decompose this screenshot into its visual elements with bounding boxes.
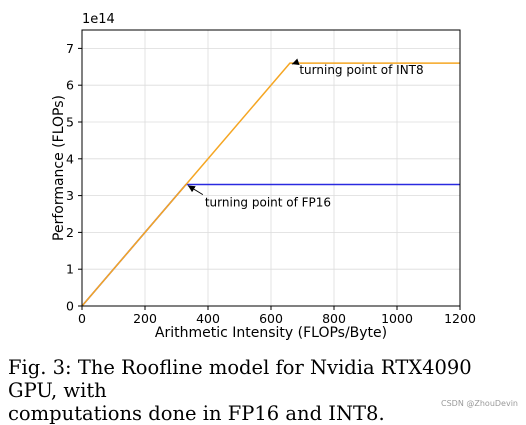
axis-ticks: 0 200 400 600 800 1000 1200 0 1 2 3 4 5 6 7 [66, 41, 476, 326]
y-tick-label: 7 [66, 41, 74, 56]
caption-line-1: Fig. 3: The Roofline model for Nvidia RT… [8, 356, 472, 402]
series-lines [81, 62, 460, 307]
x-tick-label: 800 [322, 311, 346, 326]
x-tick-label: 400 [196, 311, 220, 326]
x-tick-label: 1000 [381, 311, 413, 326]
y-offset-label: 1e14 [82, 12, 115, 27]
x-tick-label: 1200 [444, 311, 476, 326]
annotation-text: turning point of FP16 [205, 196, 331, 210]
y-tick-label: 2 [66, 225, 74, 240]
y-tick-label: 4 [66, 151, 74, 166]
x-tick-label: 600 [259, 311, 283, 326]
y-tick-label: 6 [66, 78, 74, 93]
annotation-arrow [187, 185, 204, 196]
annotation-arrow [291, 58, 300, 66]
x-tick-label: 0 [78, 311, 86, 326]
series-line-2 [81, 62, 460, 307]
x-axis-label: Arithmetic Intensity (FLOPs/Byte) [155, 325, 387, 341]
y-tick-label: 0 [66, 299, 74, 314]
x-tick-label: 200 [133, 311, 157, 326]
y-axis-label: Performance (FLOPs) [51, 95, 67, 241]
y-tick-label: 1 [66, 262, 74, 277]
y-tick-label: 5 [66, 115, 74, 130]
annotation-text: turning point of INT8 [299, 63, 423, 77]
annotations: turning point of INT8 turning point of FP… [187, 58, 424, 210]
y-tick-label: 3 [66, 188, 74, 203]
watermark: CSDN @ZhouDevin [441, 399, 518, 408]
roofline-chart: 0 200 400 600 800 1000 1200 0 1 2 3 4 5 6 7 turning po… [51, 12, 476, 341]
